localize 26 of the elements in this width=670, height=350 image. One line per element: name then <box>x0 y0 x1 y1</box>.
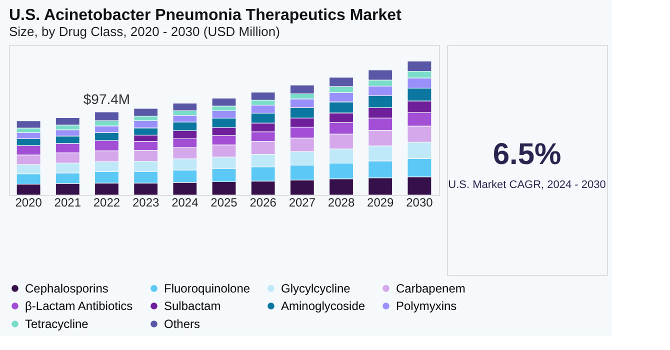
legend-label: Polymyxins <box>396 299 457 313</box>
text: U.S. Market CAGR, 2024 - 2030 <box>448 179 606 191</box>
legend-label: Sulbactam <box>164 299 221 313</box>
x-tick-label: 2021 <box>54 196 82 210</box>
x-tick-label: 2026 <box>250 196 277 210</box>
chart-subtitle: Size, by Drug Class, 2020 - 2030 (USD Million) <box>9 24 280 39</box>
x-tick-label: 2027 <box>288 196 316 210</box>
legend-label: Cephalosporins <box>25 281 108 296</box>
text: 6.5% <box>492 138 562 171</box>
x-tick-label: 2030 <box>406 196 434 210</box>
legend-label: Tetracycline <box>25 317 89 331</box>
legend-label: β-Lactam Antibiotics <box>25 299 133 313</box>
x-tick-label: 2024 <box>172 196 199 210</box>
x-tick-label: 2022 <box>93 196 120 210</box>
x-tick-label: 2028 <box>328 196 355 210</box>
legend-label: Glycylcycline <box>281 281 351 296</box>
annotation: $97.4M <box>83 90 130 107</box>
chart-title: U.S. Acinetobacter Pneumonia Therapeutics Market <box>9 7 402 24</box>
x-tick-label: 2029 <box>367 196 394 210</box>
legend-label: Carbapenem <box>396 281 466 296</box>
legend-label: Others <box>164 317 200 331</box>
x-tick-label: 2020 <box>15 196 42 210</box>
legend-label: Aminoglycoside <box>281 299 366 313</box>
x-tick-label: 2025 <box>210 196 238 210</box>
x-tick-label: 2023 <box>132 196 160 210</box>
legend-label: Fluoroquinolone <box>164 281 250 296</box>
